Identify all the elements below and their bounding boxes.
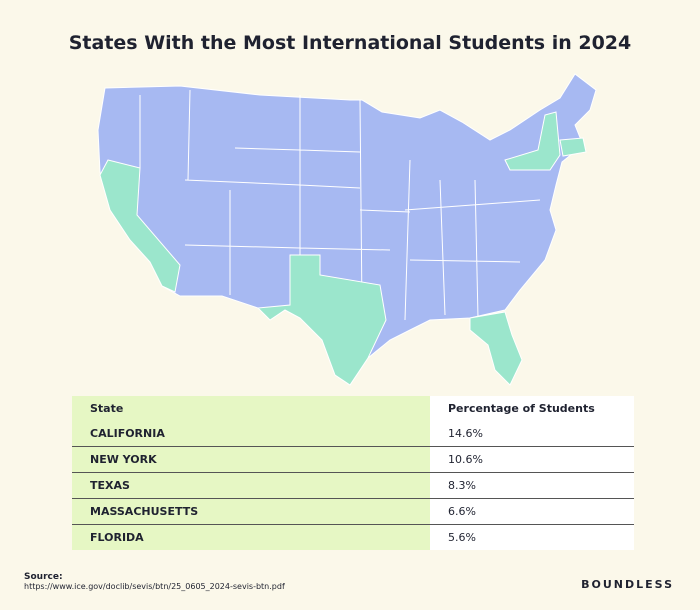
table-row: MASSACHUSETTS 6.6% — [72, 498, 634, 525]
percentage-cell: 5.6% — [430, 524, 634, 550]
table-row: CALIFORNIA 14.6% — [72, 421, 634, 447]
percentage-cell: 14.6% — [430, 421, 634, 447]
state-cell: TEXAS — [72, 472, 430, 499]
texas — [256, 254, 387, 386]
table-row: NEW YORK 10.6% — [72, 446, 634, 473]
california — [99, 159, 181, 293]
table-header: State Percentage of Students — [72, 396, 634, 421]
state-cell: MASSACHUSETTS — [72, 498, 430, 525]
source-url: https://www.ice.gov/doclib/sevis/btn/25_… — [24, 582, 285, 591]
state-cell: FLORIDA — [72, 524, 430, 550]
header-cell: State — [72, 396, 430, 421]
us-map — [97, 73, 597, 386]
header-cell: Percentage of Students — [430, 396, 634, 421]
table-row: FLORIDA 5.6% — [72, 524, 634, 550]
percentage-cell: 10.6% — [430, 446, 634, 473]
brand: BOUNDLESS — [581, 578, 674, 591]
state-cell: NEW YORK — [72, 446, 430, 473]
new-york — [504, 111, 561, 171]
percentage-cell: 6.6% — [430, 498, 634, 525]
highlighted-states — [99, 111, 587, 386]
table-row: TEXAS 8.3% — [72, 472, 634, 499]
massachusetts — [559, 137, 587, 157]
title: States With the Most International Stude… — [68, 32, 632, 54]
florida — [469, 311, 523, 386]
us-outline — [97, 73, 597, 386]
source: Source: https://www.ice.gov/doclib/sevis… — [24, 572, 285, 591]
state-cell: CALIFORNIA — [72, 421, 430, 447]
percentage-cell: 8.3% — [430, 472, 634, 499]
state-borders — [139, 89, 541, 321]
state-table: State Percentage of Students CALIFORNIA 1… — [72, 396, 634, 550]
source-label: Source: — [24, 572, 63, 582]
